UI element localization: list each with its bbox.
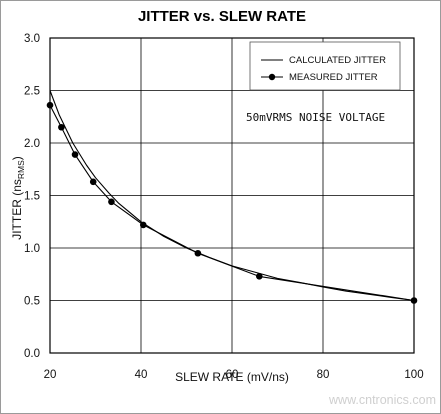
y-tick-label: 0.0 xyxy=(24,348,40,360)
x-tick-label: 20 xyxy=(44,369,57,381)
measured-jitter-point xyxy=(46,101,54,109)
y-tick-label: 1.0 xyxy=(24,243,40,255)
chart-title: JITTER vs. SLEW RATE xyxy=(138,8,306,25)
x-axis-label: SLEW RATE (mV/ns) xyxy=(175,370,289,384)
y-tick-label: 1.5 xyxy=(24,191,40,203)
grid xyxy=(50,38,414,353)
measured-jitter-point xyxy=(108,198,115,206)
y-axis-label-close: ) xyxy=(10,156,24,160)
measured-jitter-point xyxy=(71,151,79,158)
legend-label-measured: MEASURED JITTER xyxy=(289,72,378,83)
y-tick-label: 2.5 xyxy=(24,86,40,98)
x-tick-label: 40 xyxy=(135,369,148,381)
measured-jitter-point xyxy=(255,273,263,280)
series-layer xyxy=(46,90,418,304)
y-tick-labels: 0.0 0.5 1.0 1.5 2.0 2.5 3.0 xyxy=(24,33,40,360)
measured-jitter-point xyxy=(139,221,147,229)
y-axis-label-main: JITTER (ns xyxy=(10,179,24,240)
y-axis-label-sub: RMS xyxy=(16,160,26,179)
y-tick-label: 0.5 xyxy=(24,296,40,308)
x-tick-label: 80 xyxy=(317,369,330,381)
legend: CALCULATED JITTER MEASURED JITTER xyxy=(249,41,401,91)
plot-area xyxy=(49,37,415,354)
y-axis-label: JITTER (nsRMS) xyxy=(10,156,26,240)
legend-box xyxy=(249,41,401,91)
legend-label-calculated: CALCULATED JITTER xyxy=(289,55,386,66)
watermark: www.cntronics.com xyxy=(328,393,436,407)
noise-voltage-annotation: 50mVRMS NOISE VOLTAGE xyxy=(246,111,385,124)
measured-jitter-point xyxy=(58,123,65,131)
x-tick-label: 100 xyxy=(404,369,423,381)
measured-jitter-point xyxy=(89,178,97,186)
y-tick-label: 2.0 xyxy=(24,138,40,150)
measured-jitter-point xyxy=(194,249,202,257)
x-tick-label: 60 xyxy=(226,369,239,381)
x-tick-labels: 20 40 60 80 100 xyxy=(44,369,424,381)
legend-marker-measured xyxy=(268,73,276,81)
y-tick-label: 3.0 xyxy=(24,33,40,45)
measured-jitter-point xyxy=(410,297,418,304)
